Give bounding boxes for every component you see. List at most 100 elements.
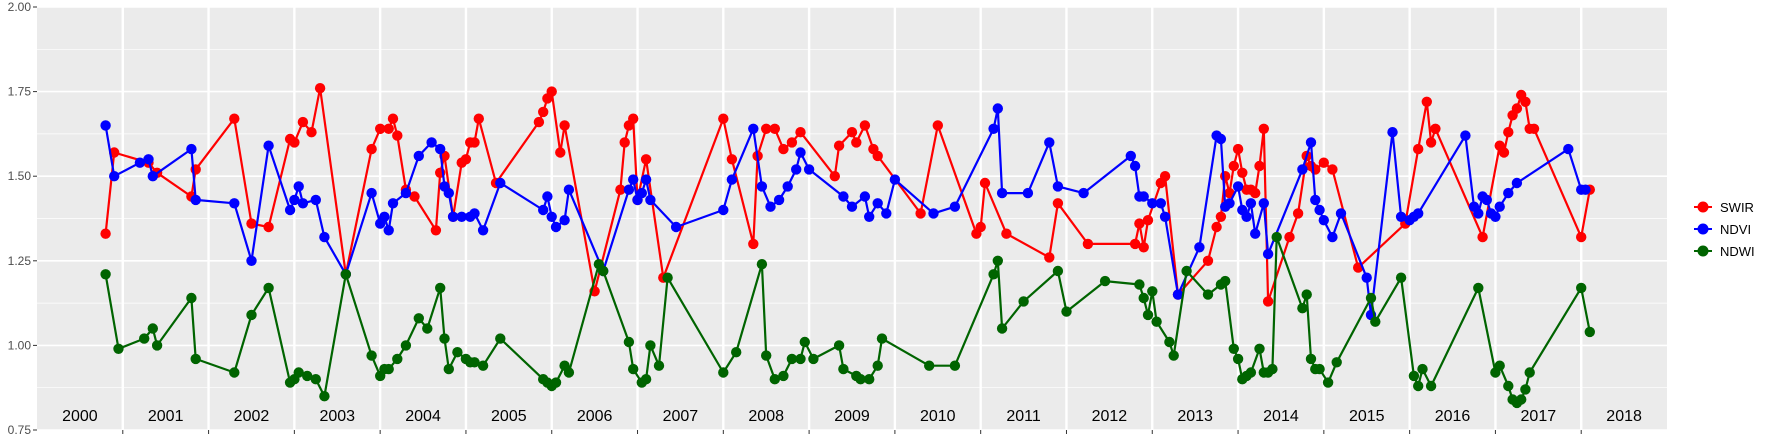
data-point-swir (1159, 171, 1171, 182)
data-point-swir (1237, 167, 1248, 178)
data-point-swir (1044, 252, 1055, 263)
data-point-ndvi (319, 231, 330, 243)
data-point-swir (1511, 103, 1523, 114)
data-point-ndwi (310, 374, 321, 385)
data-point-swir (619, 137, 630, 148)
data-point-ndvi (864, 211, 875, 222)
data-point-ndvi (1125, 150, 1137, 162)
data-point-ndwi (1305, 353, 1317, 365)
data-point-ndvi (550, 221, 562, 233)
data-point-swir (872, 150, 883, 162)
data-point-ndvi (782, 181, 793, 192)
data-point-ndwi (864, 374, 875, 385)
data-point-ndwi (645, 340, 656, 351)
data-point-ndwi (366, 350, 377, 361)
data-point-ndwi (1417, 363, 1428, 375)
data-point-ndwi (1365, 292, 1377, 304)
data-point-ndwi (1142, 309, 1154, 321)
data-point-ndwi (563, 367, 575, 378)
year-label: 2006 (577, 408, 613, 425)
data-point-ndvi (1481, 194, 1493, 206)
data-point-ndvi (803, 164, 815, 175)
data-point-ndvi (413, 150, 424, 162)
data-point-swir (1318, 157, 1330, 168)
data-point-ndvi (636, 187, 647, 199)
data-point-swir (1576, 231, 1587, 243)
data-point-swir (795, 127, 806, 138)
data-point-ndvi (134, 157, 146, 168)
legend-label: NDWI (1720, 244, 1755, 259)
data-point-ndvi (748, 123, 759, 134)
data-point-ndwi (623, 336, 635, 348)
data-point-ndwi (1395, 272, 1407, 283)
data-point-ndvi (495, 177, 506, 189)
y-tick-label: 2.00 (8, 0, 32, 14)
data-point-ndvi (846, 201, 858, 212)
data-point-ndvi (992, 103, 1003, 114)
data-point-ndvi (400, 187, 412, 199)
data-point-ndvi (1335, 208, 1347, 219)
data-point-swir (1250, 187, 1261, 199)
data-point-ndvi (1460, 130, 1471, 141)
data-point-ndwi (1134, 279, 1145, 290)
legend-item-swir: SWIR (1694, 200, 1754, 215)
data-point-ndvi (1241, 211, 1252, 222)
data-point-swir (979, 177, 991, 189)
data-point-ndvi (1129, 160, 1141, 172)
data-point-ndwi (662, 272, 673, 283)
data-point-swir (615, 184, 626, 195)
data-point-swir (1327, 164, 1338, 175)
year-label: 2014 (1263, 408, 1299, 425)
data-point-ndwi (1232, 353, 1244, 365)
data-point-ndwi (769, 374, 780, 385)
data-point-ndvi (640, 174, 652, 185)
data-point-swir (1498, 147, 1510, 158)
data-point-ndvi (426, 137, 437, 148)
data-point-ndvi (229, 198, 240, 209)
data-point-ndvi (1305, 137, 1317, 148)
year-label: 2012 (1092, 408, 1128, 425)
data-point-ndwi (718, 367, 729, 378)
data-point-swir (1254, 160, 1265, 172)
data-point-ndvi (542, 191, 553, 202)
data-point-ndwi (1408, 370, 1420, 382)
data-point-swir (975, 221, 986, 233)
series-ndwi (100, 231, 1596, 409)
data-point-ndwi (383, 363, 394, 375)
data-point-ndwi (795, 353, 806, 365)
data-point-ndwi (1168, 350, 1179, 361)
data-point-ndwi (833, 340, 845, 351)
data-point-ndvi (881, 208, 892, 219)
data-point-ndwi (988, 269, 999, 280)
data-point-swir (748, 238, 759, 250)
data-point-swir (778, 143, 789, 155)
data-point-swir (932, 120, 943, 131)
data-point-ndwi (340, 269, 351, 280)
data-point-ndwi (1181, 265, 1192, 277)
year-label: 2011 (1006, 408, 1041, 425)
data-point-ndvi (1044, 137, 1055, 148)
data-point-swir (297, 116, 309, 128)
data-point-swir (1082, 238, 1094, 250)
data-point-ndvi (435, 143, 446, 155)
data-point-ndwi (452, 347, 463, 358)
data-point-ndwi (653, 360, 665, 371)
data-point-ndvi (1052, 181, 1064, 192)
data-point-ndwi (598, 265, 609, 277)
year-label: 2017 (1521, 408, 1557, 425)
legend-label: SWIR (1720, 200, 1754, 215)
data-point-ndvi (1327, 231, 1338, 243)
data-point-ndvi (1310, 194, 1321, 206)
data-point-ndvi (147, 171, 158, 182)
data-point-ndwi (1297, 303, 1308, 314)
data-point-swir (628, 113, 639, 124)
legend-item-ndvi: NDVI (1694, 222, 1751, 237)
data-point-ndvi (1147, 198, 1158, 209)
data-point-ndwi (1164, 336, 1175, 348)
data-point-ndwi (413, 313, 424, 324)
data-point-ndwi (996, 323, 1008, 334)
data-point-ndwi (1228, 343, 1240, 354)
data-point-swir (383, 123, 394, 134)
data-point-ndvi (366, 187, 377, 199)
